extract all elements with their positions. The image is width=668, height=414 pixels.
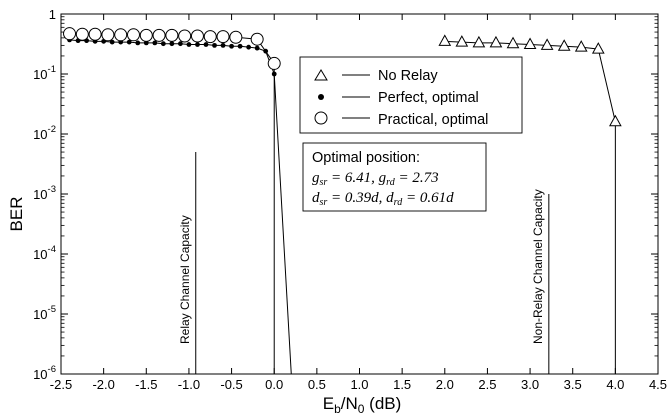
triangle-icon (314, 69, 328, 81)
data-point-practical (114, 28, 128, 42)
y-tick-label: 10-3 (33, 184, 56, 202)
series-group (63, 27, 622, 375)
data-point-perfect (160, 41, 166, 47)
x-tick-label: 0.0 (265, 377, 283, 392)
data-point-no-relay (609, 114, 622, 127)
data-point-perfect (246, 44, 252, 50)
data-point-perfect (186, 42, 192, 47)
data-point-no-relay (557, 39, 571, 51)
data-point-practical (165, 28, 179, 42)
annotation-box (302, 142, 487, 212)
data-point-no-relay (489, 35, 503, 48)
y-tick-label: 1 (49, 7, 56, 22)
data-point-no-relay (455, 35, 469, 47)
x-tick-label: 3.5 (564, 377, 582, 392)
data-point-practical (203, 30, 217, 44)
y-axis-title: BER (7, 197, 26, 232)
data-point-perfect (152, 40, 158, 46)
data-point-perfect (169, 41, 175, 47)
data-point-practical (101, 28, 115, 42)
data-point-no-relay (506, 36, 520, 49)
data-point-practical (250, 32, 264, 46)
x-tick-label: 1.5 (393, 377, 411, 392)
legend: No Relay Perfect, optimal Practical, opt… (299, 56, 523, 134)
data-point-perfect (254, 45, 260, 51)
x-tick-label: -1.5 (135, 377, 157, 392)
x-tick-label: 2.5 (478, 377, 496, 392)
data-point-practical (190, 29, 204, 43)
x-tick-label: 4.5 (649, 377, 667, 392)
data-point-practical (216, 30, 230, 44)
data-point-practical (88, 27, 102, 41)
y-tick-label: 10-4 (33, 244, 56, 262)
dot-icon (318, 94, 324, 100)
annotation-distance-line: dsr = 0.39d, drd = 0.61d (312, 190, 454, 208)
x-tick-label: -2.0 (92, 377, 114, 392)
x-tick-label: -2.5 (50, 377, 72, 392)
data-point-practical (152, 28, 166, 42)
optimal-position-annotation: Optimal position: gsr = 6.41, grd = 2.73… (302, 142, 487, 212)
y-tick-label: 10-5 (33, 304, 56, 322)
y-tick-label: 10-1 (33, 64, 56, 82)
data-point-no-relay (523, 37, 537, 50)
data-point-perfect (178, 41, 183, 47)
annotation-title: Optimal position: (312, 150, 420, 166)
x-tick-label: -0.5 (220, 377, 242, 392)
data-point-no-relay (438, 34, 452, 46)
data-point-perfect (212, 42, 217, 48)
x-tick-label: 3.0 (521, 377, 539, 392)
data-point-perfect (126, 39, 132, 45)
x-tick-label: 1.0 (350, 377, 368, 392)
capacity-label-1: Non-Relay Channel Capacity (531, 189, 545, 344)
x-tick-label: 2.0 (436, 377, 454, 392)
legend-box (299, 56, 523, 134)
data-point-practical (229, 30, 243, 44)
series-line-2 (69, 33, 275, 374)
data-point-perfect (220, 42, 226, 48)
x-axis-title: Eb/N0 (dB) (323, 394, 402, 414)
x-tick-label: 4.0 (606, 377, 624, 392)
y-tick-label: 10-2 (33, 124, 56, 142)
plot-frame-group: -2.5 -2.0 -1.5 -1.0 -0.5 0.0 0.5 1.0 1.5 2.0 2.5 3.… (33, 7, 667, 392)
legend-label-perfect: Perfect, optimal (378, 90, 479, 106)
y-tick-label: 10-6 (33, 364, 56, 382)
data-point-no-relay (574, 40, 588, 52)
data-point-practical (267, 56, 281, 70)
data-point-perfect (229, 43, 234, 49)
capacity-markers-group: Relay Channel Capacity Non-Relay Channel … (178, 152, 550, 374)
x-tick-label: -1.0 (178, 377, 200, 392)
data-point-no-relay (591, 42, 605, 54)
data-point-perfect (135, 40, 141, 46)
data-point-practical (139, 28, 153, 42)
x-tick-label: 0.5 (308, 377, 326, 392)
legend-label-no-relay: No Relay (378, 68, 438, 84)
capacity-label-0: Relay Channel Capacity (178, 215, 192, 344)
data-point-no-relay (472, 35, 486, 48)
data-point-practical (63, 27, 77, 41)
data-point-no-relay (540, 38, 554, 50)
data-point-perfect (237, 43, 243, 49)
data-point-perfect (195, 42, 200, 47)
circle-icon (314, 111, 328, 125)
data-point-practical (178, 29, 192, 43)
annotation-gain-line: gsr = 6.41, grd = 2.73 (312, 170, 439, 188)
data-point-practical (126, 28, 140, 42)
data-point-perfect (203, 42, 209, 47)
legend-label-practical: Practical, optimal (378, 112, 488, 128)
data-point-practical (75, 27, 89, 41)
data-point-perfect (109, 39, 115, 45)
